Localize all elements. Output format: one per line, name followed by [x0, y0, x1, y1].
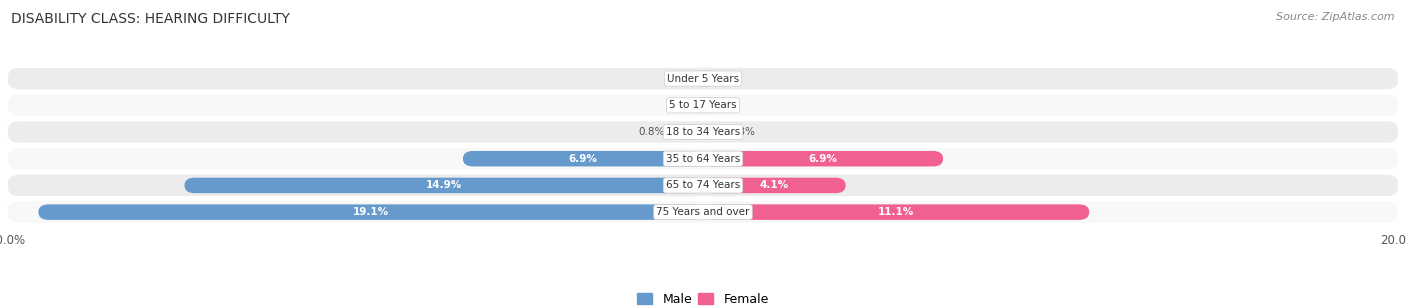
Text: 18 to 34 Years: 18 to 34 Years: [666, 127, 740, 137]
FancyBboxPatch shape: [7, 120, 1399, 144]
FancyBboxPatch shape: [703, 151, 943, 166]
FancyBboxPatch shape: [463, 151, 703, 166]
Text: 0.08%: 0.08%: [723, 127, 755, 137]
FancyBboxPatch shape: [699, 71, 713, 86]
FancyBboxPatch shape: [7, 200, 1399, 224]
Text: 0.0%: 0.0%: [666, 73, 693, 84]
Text: 0.0%: 0.0%: [713, 100, 740, 110]
FancyBboxPatch shape: [703, 124, 711, 140]
FancyBboxPatch shape: [703, 178, 845, 193]
Text: 6.9%: 6.9%: [568, 154, 598, 164]
Text: Under 5 Years: Under 5 Years: [666, 73, 740, 84]
Text: 75 Years and over: 75 Years and over: [657, 207, 749, 217]
Text: Source: ZipAtlas.com: Source: ZipAtlas.com: [1277, 12, 1395, 22]
FancyBboxPatch shape: [699, 98, 713, 113]
Text: 0.0%: 0.0%: [666, 100, 693, 110]
FancyBboxPatch shape: [7, 67, 1399, 90]
Text: 35 to 64 Years: 35 to 64 Years: [666, 154, 740, 164]
Text: 19.1%: 19.1%: [353, 207, 388, 217]
FancyBboxPatch shape: [184, 178, 703, 193]
FancyBboxPatch shape: [7, 94, 1399, 117]
Text: 11.1%: 11.1%: [877, 207, 914, 217]
FancyBboxPatch shape: [699, 98, 713, 113]
FancyBboxPatch shape: [699, 71, 713, 86]
FancyBboxPatch shape: [7, 174, 1399, 197]
FancyBboxPatch shape: [38, 204, 703, 220]
Legend: Male, Female: Male, Female: [633, 288, 773, 306]
Text: DISABILITY CLASS: HEARING DIFFICULTY: DISABILITY CLASS: HEARING DIFFICULTY: [11, 12, 290, 26]
Text: 0.0%: 0.0%: [713, 73, 740, 84]
Text: 65 to 74 Years: 65 to 74 Years: [666, 181, 740, 190]
Text: 5 to 17 Years: 5 to 17 Years: [669, 100, 737, 110]
Text: 4.1%: 4.1%: [759, 181, 789, 190]
Text: 6.9%: 6.9%: [808, 154, 838, 164]
Text: 0.8%: 0.8%: [638, 127, 665, 137]
Text: 14.9%: 14.9%: [426, 181, 463, 190]
FancyBboxPatch shape: [703, 204, 1090, 220]
FancyBboxPatch shape: [675, 124, 703, 140]
FancyBboxPatch shape: [7, 147, 1399, 170]
